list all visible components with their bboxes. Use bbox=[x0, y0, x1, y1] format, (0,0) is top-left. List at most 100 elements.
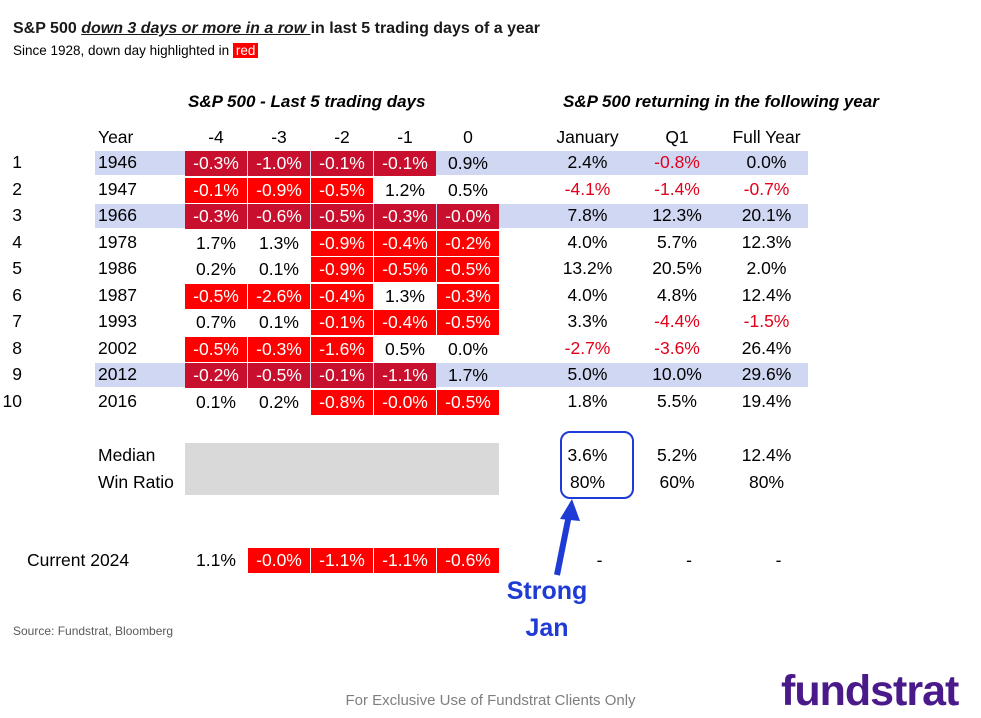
day-return-cell: -0.3% bbox=[374, 204, 436, 229]
next-year-return-cell: 5.0% bbox=[567, 364, 608, 384]
current-row-label: Current 2024 bbox=[27, 550, 130, 570]
row-year: 1987 bbox=[98, 284, 137, 305]
summary-value: 60% bbox=[659, 471, 695, 492]
next-year-return-cell: -4.1% bbox=[564, 178, 611, 199]
annotation-strong: Strong bbox=[506, 577, 588, 605]
next-year-return-cell: -4.4% bbox=[654, 311, 700, 331]
row-number: 3 bbox=[12, 205, 22, 225]
day-return-cell: -0.3% bbox=[185, 151, 247, 176]
day-return-cell: -0.1% bbox=[311, 363, 373, 388]
header-day: 0 bbox=[463, 127, 473, 147]
next-year-return-cell: 20.5% bbox=[652, 258, 702, 278]
day-return-cell: -0.5% bbox=[311, 204, 373, 229]
source-note: Source: Fundstrat, Bloomberg bbox=[13, 624, 174, 638]
chart-subtitle: Since 1928, down day highlighted in red bbox=[13, 43, 259, 58]
day-return-cell: -0.0% bbox=[374, 389, 436, 415]
next-year-return-cell: 4.0% bbox=[567, 284, 608, 305]
summary-value: 12.4% bbox=[741, 445, 792, 465]
next-year-return-cell: 4.0% bbox=[567, 231, 608, 252]
next-year-return-cell: -0.7% bbox=[743, 178, 790, 199]
day-return-cell: -0.2% bbox=[437, 230, 499, 256]
day-return-cell: -0.6% bbox=[248, 204, 310, 229]
day-return-cell: 0.1% bbox=[196, 391, 236, 412]
header-day: -2 bbox=[334, 127, 350, 147]
next-year-return-cell: 4.8% bbox=[657, 284, 697, 305]
next-year-return-cell: 10.0% bbox=[652, 364, 702, 384]
day-return-cell: 1.7% bbox=[196, 232, 236, 253]
row-year: 1966 bbox=[98, 205, 137, 225]
next-year-return-cell: -2.7% bbox=[564, 337, 611, 358]
subtitle-text: Since 1928, down day highlighted in bbox=[13, 43, 233, 58]
next-year-return-cell: 19.4% bbox=[741, 390, 792, 411]
summary-value: 80% bbox=[569, 471, 606, 492]
day-return-cell: -0.9% bbox=[311, 230, 373, 256]
day-return-cell: -0.5% bbox=[374, 257, 436, 282]
title-prefix: S&P 500 bbox=[13, 20, 82, 37]
day-return-cell: 1.3% bbox=[259, 232, 299, 253]
row-number: 2 bbox=[12, 178, 22, 199]
row-number: 1 bbox=[12, 152, 22, 172]
summary-value: 5.2% bbox=[657, 445, 697, 465]
day-return-cell: -1.1% bbox=[374, 363, 436, 388]
next-year-return-cell: 7.8% bbox=[567, 205, 608, 225]
left-section-title: S&P 500 - Last 5 trading days bbox=[188, 92, 426, 111]
row-year: 2016 bbox=[98, 390, 137, 411]
day-return-cell: 0.1% bbox=[259, 312, 299, 332]
day-return-cell: -1.6% bbox=[311, 336, 373, 362]
day-return-cell: -0.9% bbox=[311, 257, 373, 282]
summary-value: 80% bbox=[748, 471, 785, 492]
day-return-cell: -0.1% bbox=[311, 310, 373, 335]
row-number: 9 bbox=[12, 364, 22, 384]
day-return-cell: 1.7% bbox=[448, 365, 488, 385]
day-return-cell: -0.5% bbox=[311, 177, 373, 203]
row-number: 7 bbox=[12, 311, 22, 331]
next-year-return-cell: 2.0% bbox=[746, 258, 787, 278]
median-jan-callout-box bbox=[560, 431, 634, 499]
fundstrat-logo: fundstrat bbox=[781, 667, 959, 715]
summary-label: Win Ratio bbox=[98, 471, 174, 492]
next-year-return-cell: 20.1% bbox=[741, 205, 792, 225]
day-return-cell: 0.0% bbox=[448, 338, 488, 359]
next-year-return-cell: 5.5% bbox=[657, 390, 697, 411]
title-emphasis: down 3 days or more in a row bbox=[81, 20, 311, 37]
next-year-return-cell: 0.0% bbox=[746, 152, 787, 172]
callout-arrow-icon bbox=[554, 499, 580, 576]
row-number: 8 bbox=[12, 337, 22, 358]
annotation-jan: Jan bbox=[525, 614, 569, 642]
day-return-cell: -0.4% bbox=[374, 310, 436, 335]
summary-grey-block bbox=[185, 443, 499, 495]
day-return-cell: -0.3% bbox=[185, 204, 247, 229]
subtitle-red-chip: red bbox=[232, 43, 259, 58]
day-return-cell: -0.4% bbox=[311, 283, 373, 309]
row-number: 10 bbox=[2, 390, 22, 411]
row-year: 1947 bbox=[98, 178, 137, 199]
day-return-cell: 1.3% bbox=[385, 285, 425, 306]
right-section-title: S&P 500 returning in the following year bbox=[563, 92, 879, 111]
day-return-cell: -0.0% bbox=[437, 204, 499, 229]
current-day-cell: -1.1% bbox=[311, 548, 373, 573]
summary-value: 3.6% bbox=[567, 445, 608, 465]
next-year-return-cell: 12.3% bbox=[652, 205, 702, 225]
next-year-return-cell: 1.8% bbox=[567, 390, 608, 411]
day-return-cell: 0.2% bbox=[196, 259, 236, 279]
header-day: -4 bbox=[208, 127, 224, 147]
title-suffix: in last 5 trading days of a year bbox=[310, 20, 541, 37]
header-next: Full Year bbox=[732, 127, 801, 147]
row-year: 1993 bbox=[98, 311, 137, 331]
current-day-cell: -1.1% bbox=[374, 548, 436, 573]
current-next-cell: - bbox=[775, 550, 782, 570]
row-year: 2002 bbox=[98, 337, 137, 358]
day-return-cell: 0.9% bbox=[448, 153, 488, 173]
next-year-return-cell: 5.7% bbox=[657, 231, 697, 252]
disclaimer: For Exclusive Use of Fundstrat Clients O… bbox=[345, 692, 636, 709]
day-return-cell: 0.7% bbox=[196, 312, 236, 332]
day-return-cell: -0.5% bbox=[437, 389, 499, 415]
next-year-return-cell: 29.6% bbox=[741, 364, 792, 384]
row-year: 1986 bbox=[98, 258, 137, 278]
row-year: 2012 bbox=[98, 364, 137, 384]
current-next-cell: - bbox=[596, 550, 603, 570]
day-return-cell: -0.2% bbox=[185, 363, 247, 388]
next-year-return-cell: 13.2% bbox=[562, 258, 613, 278]
day-return-cell: 0.2% bbox=[259, 391, 299, 412]
row-number: 6 bbox=[12, 284, 22, 305]
